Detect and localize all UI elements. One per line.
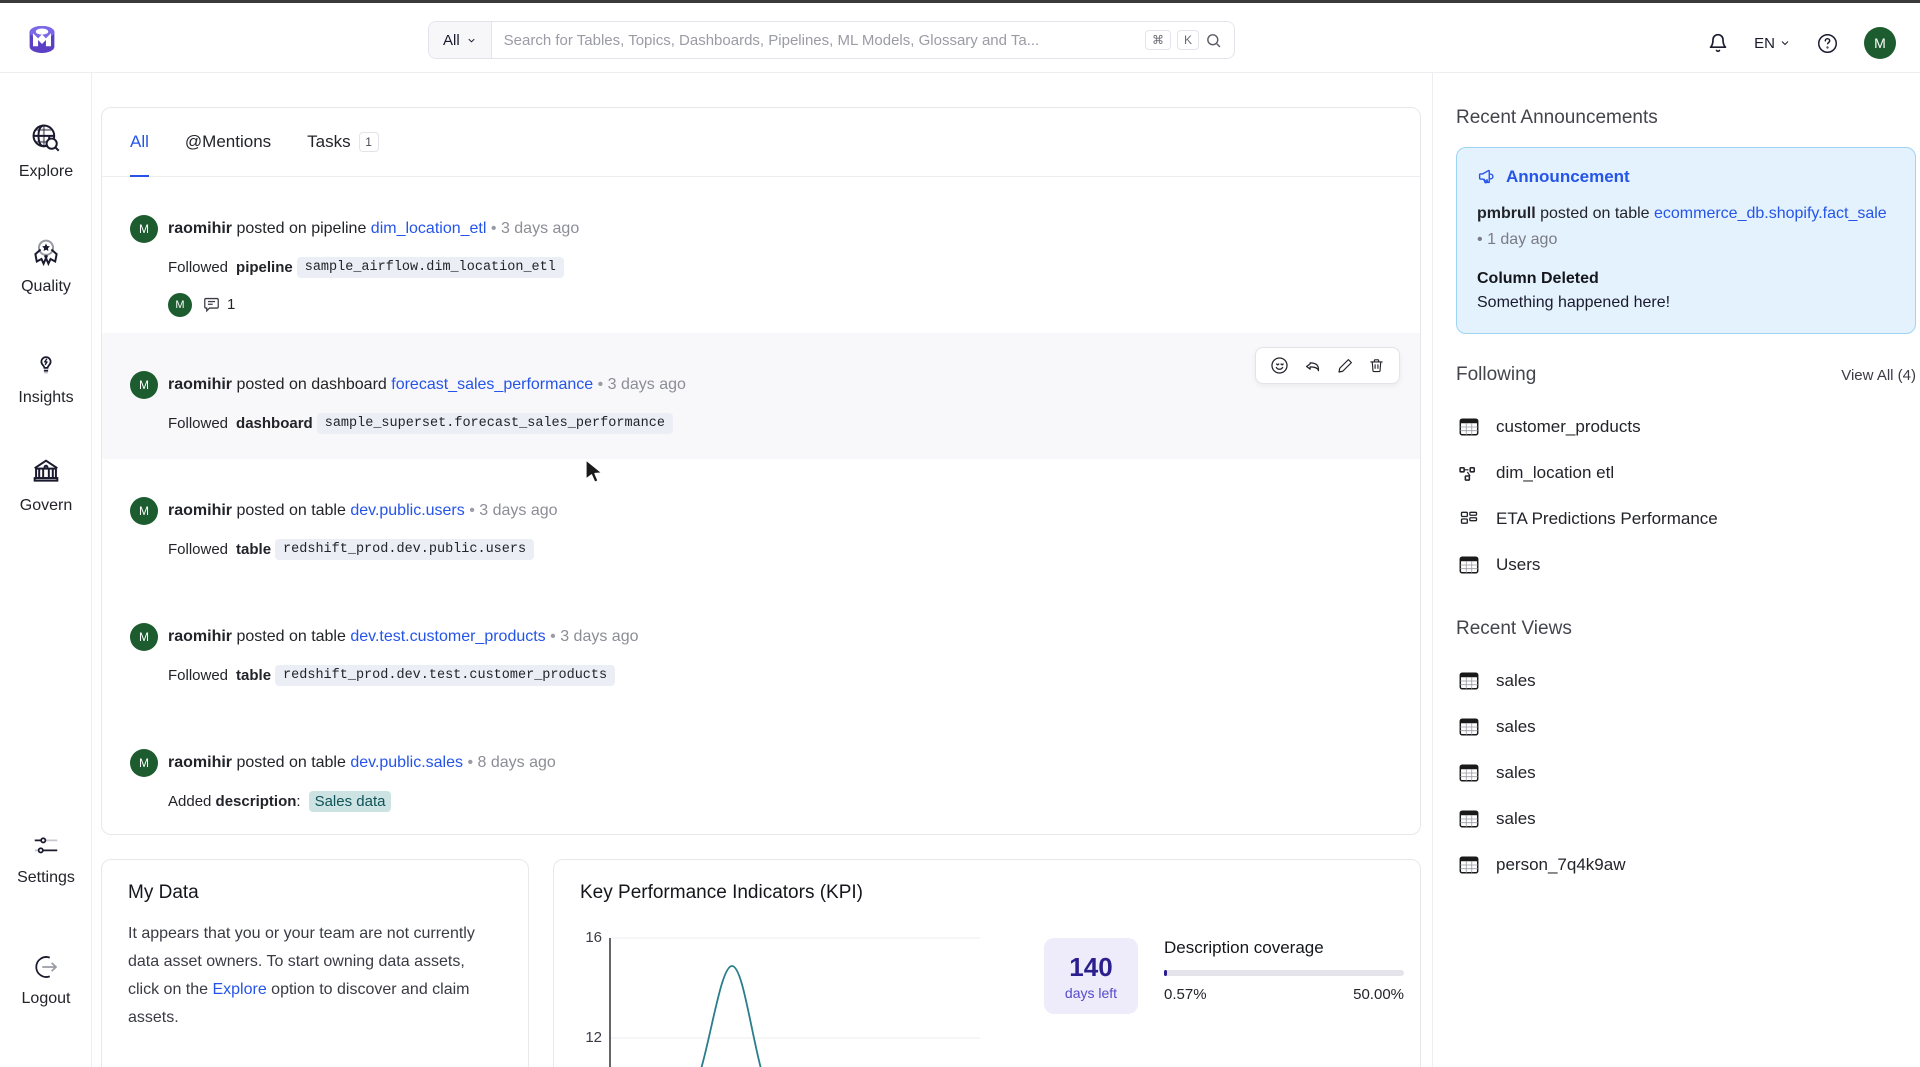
svg-text:12: 12 (585, 1029, 602, 1046)
svg-text:16: 16 (585, 929, 602, 946)
